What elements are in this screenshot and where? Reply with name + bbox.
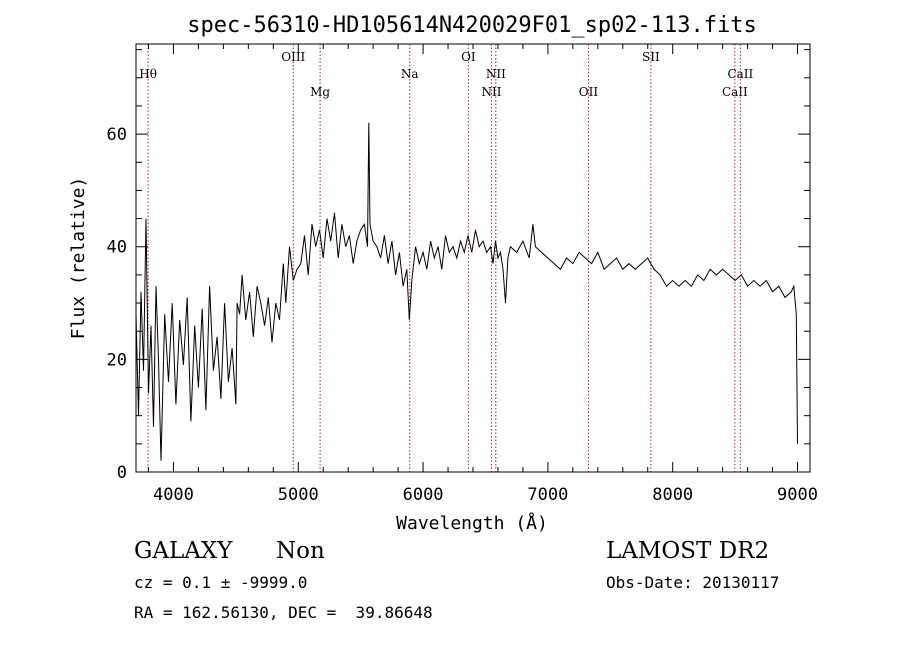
marker-label-9: CaII [722,85,748,99]
marker-label-7: OII [579,85,599,99]
y-tick-label: 60 [107,125,127,145]
marker-label-8: SII [642,50,660,64]
y-axis-label: Flux (relative) [68,177,89,340]
marker-label-6: NII [486,67,506,81]
marker-label-2: Mg [310,85,330,99]
marker-label-1: OIII [281,50,305,64]
emission-line-markers: Hθ OIII Mg Na OI NII NII OII SII CaII CaII [139,44,754,472]
x-axis-label: Wavelength (Å) [396,512,548,534]
spectrum-line [135,122,798,461]
plot-frame [135,43,811,473]
y-tick-label: 40 [107,238,127,258]
object-class: GALAXY [134,538,233,564]
redshift-value: cz = 0.1 ± -9999.0 [134,573,308,592]
survey-name: LAMOST DR2 [606,538,770,564]
x-tick-label: 6000 [403,485,444,505]
x-tick-label: 9000 [777,485,818,505]
chart-title: spec-56310-HD105614N420029F01_sp02-113.f… [187,13,757,38]
marker-label-0: Hθ [139,67,157,81]
x-tick-label: 4000 [153,485,194,505]
observation-date: Obs-Date: 20130117 [606,573,780,592]
x-tick-label: 5000 [278,485,319,505]
y-tick-label: 20 [107,350,127,370]
x-tick-label: 8000 [652,485,693,505]
marker-label-10: CaII [727,67,753,81]
coordinates: RA = 162.56130, DEC = 39.86648 [134,603,433,622]
y-tick-label: 0 [117,463,127,483]
marker-label-4: OI [461,50,476,64]
object-subclass: Non [276,538,325,564]
x-tick-label: 7000 [527,485,568,505]
axis-ticks: 4000 5000 6000 7000 8000 9000 0 20 40 60 [107,44,818,505]
marker-label-5: NII [481,85,501,99]
marker-label-3: Na [401,67,419,81]
